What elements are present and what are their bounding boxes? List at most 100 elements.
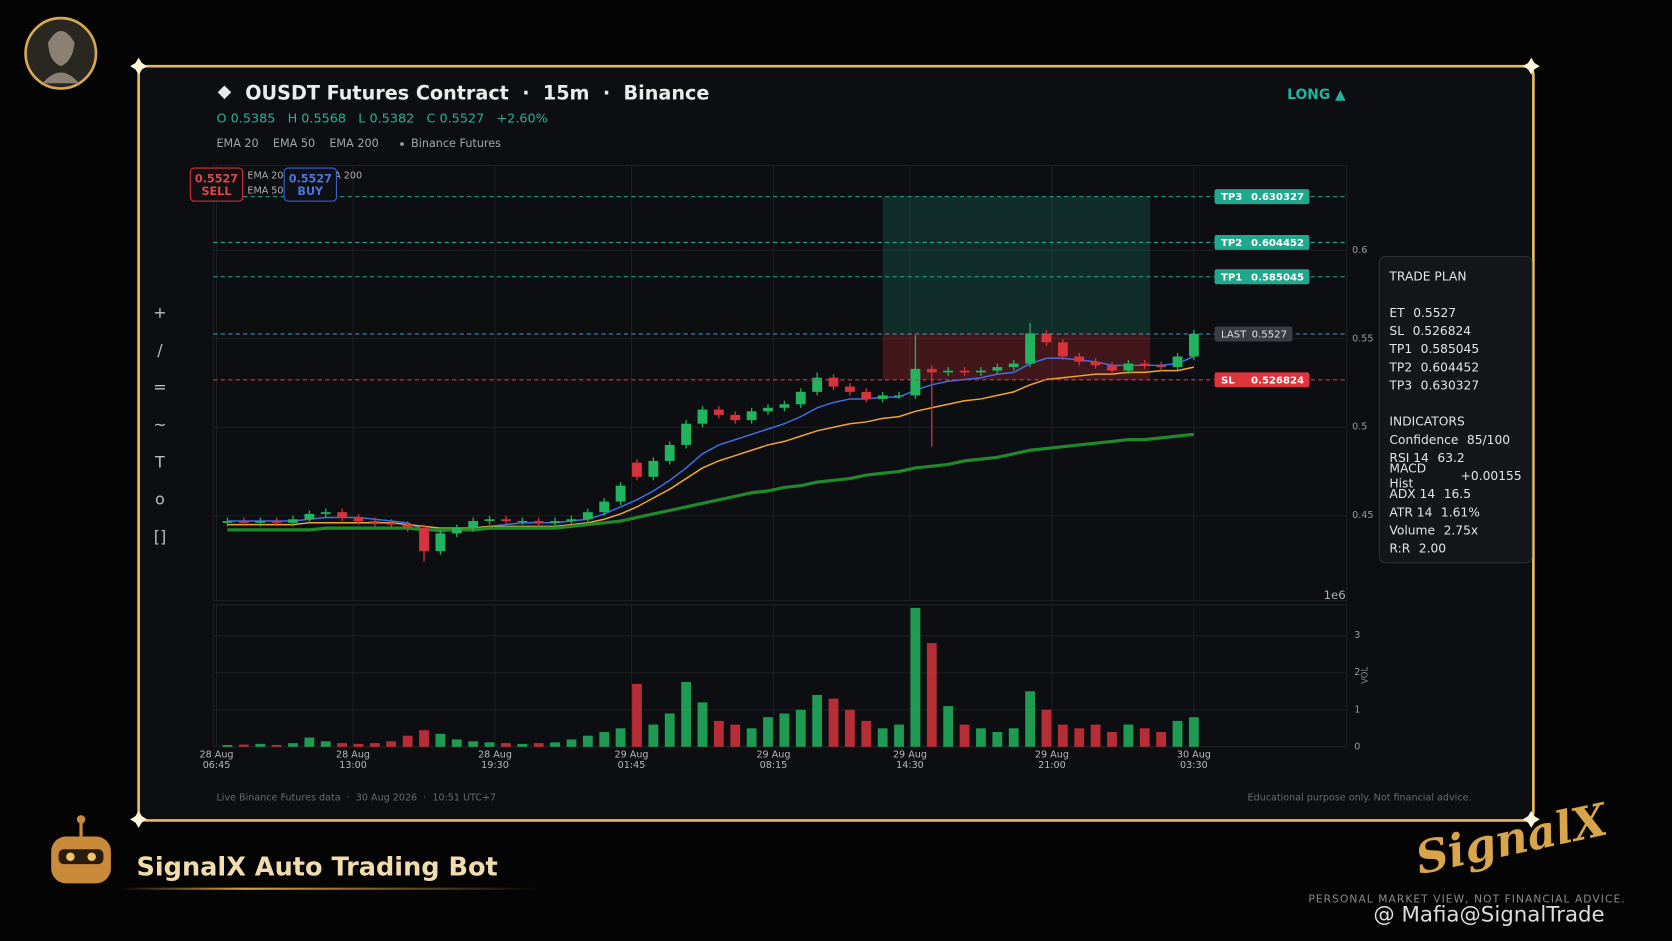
candle-body [533, 521, 544, 523]
candle-body [402, 524, 413, 529]
x-tick-label: 29 Aug 08:15 [756, 750, 791, 772]
candle-body [599, 501, 610, 513]
volume-bar [1107, 732, 1117, 747]
plan-value: 63.2 [1437, 449, 1465, 465]
plan-value: 85/100 [1466, 431, 1511, 447]
plan-row: TP1 0.585045 [1389, 339, 1521, 357]
volume-bar [1156, 732, 1167, 747]
candle-body [763, 407, 773, 412]
footer-right: Educational purpose only. Not financial … [1248, 793, 1472, 804]
plan-key: ADX 14 [1389, 485, 1436, 501]
plan-row: R:R 2.00 [1389, 539, 1521, 557]
candle-body [517, 521, 528, 523]
level-tag [1214, 234, 1310, 250]
separator-dot [400, 142, 404, 146]
plan-row: Volume 2.75x [1389, 521, 1521, 539]
toolbar-button[interactable]: = [153, 377, 167, 397]
bot-logo [51, 815, 111, 884]
level-value: 0.585045 [1251, 272, 1304, 283]
volume-bar [550, 742, 560, 747]
volume-bar [1139, 728, 1150, 747]
plan-key: ATR 14 [1389, 504, 1433, 520]
watermark: @ Mafia@SignalTrade [1373, 902, 1604, 927]
volume-bar [713, 720, 724, 747]
toolbar-button[interactable]: / [157, 340, 163, 360]
price-panel [212, 164, 1348, 602]
candle-body [1172, 356, 1183, 368]
sell-button[interactable]: 0.5527 SELL [189, 167, 244, 202]
candle-body [1156, 365, 1167, 368]
candle-body [451, 528, 462, 534]
x-tick-label: 29 Aug 21:00 [1034, 750, 1069, 772]
candle-body [369, 521, 380, 523]
candle-body [238, 521, 249, 523]
volume-bar [353, 743, 364, 747]
plan-row: MACD Hist +0.00155 [1389, 460, 1521, 490]
indicator-rows: Confidence 85/100 RSI 14 63.2 MACD Hist +0.00… [1389, 430, 1521, 557]
plan-row: ATR 14 1.61% [1389, 503, 1521, 521]
plan-value: 0.604452 [1420, 359, 1480, 374]
level-name: TP1 [1221, 272, 1242, 283]
candle-body [926, 368, 937, 373]
volume-bar [877, 728, 888, 747]
x-tick-label: 30 Aug 03:30 [1176, 750, 1211, 772]
candle-body [468, 521, 479, 529]
indicators-title: INDICATORS [1389, 413, 1465, 429]
legend: EMA 20 EMA 50 EMA 200 [247, 171, 362, 197]
volume-bar [1057, 724, 1068, 747]
plan-row: ET 0.5527 [1389, 303, 1521, 321]
candle-body [320, 512, 331, 514]
volume-bar [533, 743, 544, 747]
volume-bar [795, 709, 806, 747]
plan-row: SL 0.526824 [1389, 321, 1521, 339]
candle-body [435, 533, 446, 552]
y-tick-label: 0.55 [1352, 333, 1373, 344]
volume-bar [320, 741, 331, 747]
plan-rows: ET 0.5527 SL 0.526824 TP1 0.585045 TP2 0.604452… [1389, 303, 1521, 394]
toolbar-button[interactable]: T [155, 452, 165, 472]
levels: TP3 0.630327 TP2 0.604452 TP1 0.585045 LAST 0.5… [213, 189, 1347, 388]
candle-body [943, 370, 954, 373]
x-tick-label: 29 Aug 01:45 [614, 750, 649, 772]
plan-key: ET [1389, 304, 1405, 320]
plan-key: RSI 14 [1389, 449, 1429, 465]
candle-body [976, 370, 986, 373]
candle-body [795, 391, 806, 405]
plan-value: 0.630327 [1420, 377, 1480, 393]
candle-body [1090, 361, 1101, 366]
toolbar-button[interactable]: [] [153, 527, 167, 547]
volume-bar [828, 698, 839, 747]
volume-bar [271, 744, 282, 747]
toolbar-button[interactable]: ~ [153, 415, 167, 435]
volume-bar [943, 706, 954, 747]
volume-bar [1090, 724, 1101, 747]
sell-label: SELL [201, 185, 232, 199]
y-tick-label: 0.5 [1352, 422, 1367, 433]
candle-body [697, 409, 708, 424]
toolbar-button[interactable]: + [153, 302, 167, 323]
volume-bar [926, 643, 937, 747]
volume-bar [812, 694, 823, 747]
volume-bar [861, 720, 872, 747]
candle-body [484, 519, 495, 522]
volume-bar [238, 744, 249, 747]
plan-value: 16.5 [1443, 485, 1472, 501]
chart-title: OUSDT Futures Contract · 15m · Binance [245, 81, 709, 104]
candle-body [828, 377, 839, 387]
frame-sparkles [130, 57, 1540, 828]
candle-body [648, 460, 659, 477]
grid: 0.45 0.5 0.55 0.6 0 1 2 3 VOL 1e6 [213, 165, 1373, 752]
plan-value: 0.585045 [1420, 340, 1480, 356]
volume-bar [1172, 720, 1183, 747]
buy-button[interactable]: 0.5527 BUY [283, 167, 337, 202]
candle-body [894, 395, 904, 397]
volume-bar [419, 730, 429, 747]
toolbar-button[interactable]: o [155, 489, 165, 509]
direction: LONG ▲ [1287, 87, 1346, 103]
trade-plan: TRADE PLAN ET 0.5527 SL 0.526824 TP1 0.585045… [1378, 256, 1533, 564]
ema-line [227, 366, 1195, 529]
buy-price: 0.5527 [288, 172, 332, 186]
volume-bar [615, 728, 626, 747]
candle-body [419, 528, 429, 552]
